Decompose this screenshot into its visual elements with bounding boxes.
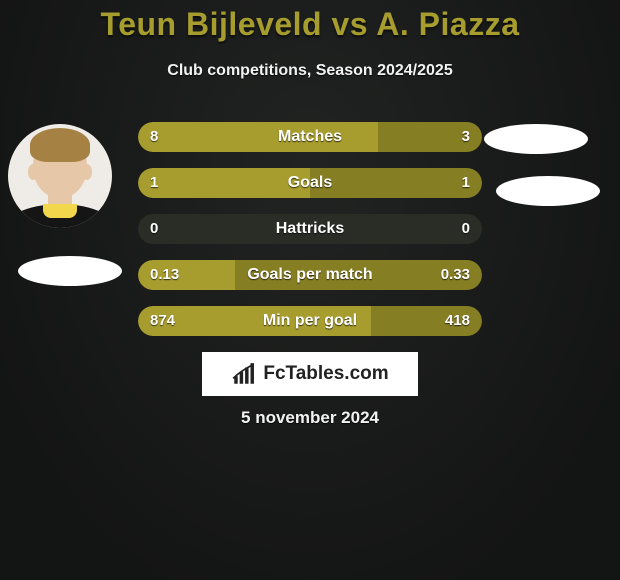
stat-row-matches: 8 Matches 3: [138, 122, 482, 152]
date-text: 5 november 2024: [0, 408, 620, 428]
player-left-name-pill: [18, 256, 122, 286]
stat-row-min-per-goal: 874 Min per goal 418: [138, 306, 482, 336]
stat-label: Hattricks: [138, 214, 482, 244]
stat-row-goals-per-match: 0.13 Goals per match 0.33: [138, 260, 482, 290]
stat-value-right: 0: [462, 214, 470, 244]
stat-label: Goals: [138, 168, 482, 198]
player-left-avatar: [8, 124, 112, 228]
stat-label: Matches: [138, 122, 482, 152]
subtitle: Club competitions, Season 2024/2025: [0, 62, 620, 80]
stat-value-right: 1: [462, 168, 470, 198]
player-right-avatar-placeholder: [484, 124, 588, 154]
stat-row-hattricks: 0 Hattricks 0: [138, 214, 482, 244]
brand-box: FcTables.com: [202, 352, 418, 396]
player-right-name-pill: [496, 176, 600, 206]
comparison-title: Teun Bijleveld vs A. Piazza: [0, 6, 620, 43]
stat-value-right: 3: [462, 122, 470, 152]
bar-chart-icon: [231, 361, 257, 387]
stat-row-goals: 1 Goals 1: [138, 168, 482, 198]
stats-container: 8 Matches 3 1 Goals 1 0 Hattricks 0 0.13…: [138, 122, 482, 352]
stat-value-right: 418: [445, 306, 470, 336]
brand-text: FcTables.com: [263, 363, 388, 385]
stat-value-right: 0.33: [441, 260, 470, 290]
stat-label: Goals per match: [138, 260, 482, 290]
stat-label: Min per goal: [138, 306, 482, 336]
